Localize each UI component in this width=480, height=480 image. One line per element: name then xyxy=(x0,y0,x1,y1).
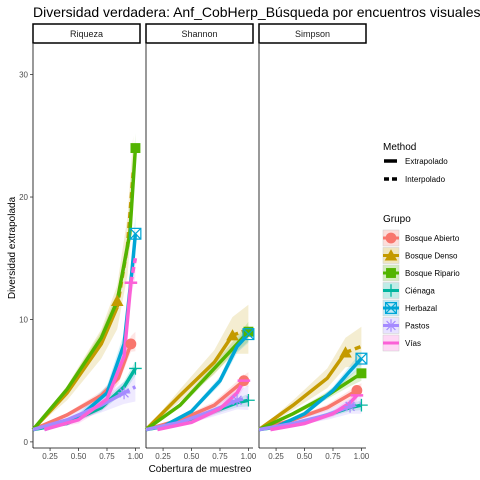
method-legend-label: Interpolado xyxy=(405,175,446,184)
group-legend-marker xyxy=(386,268,396,278)
group-legend-marker xyxy=(384,319,398,332)
observed-point xyxy=(129,362,142,375)
y-tick-label: 10 xyxy=(19,315,28,324)
observed-point xyxy=(343,400,357,413)
x-tick-label: 1.00 xyxy=(241,452,257,461)
series-line-interpolated xyxy=(269,357,363,432)
group-legend-label: Herbazal xyxy=(405,304,437,313)
observed-point xyxy=(125,338,137,350)
confidence-ribbon xyxy=(146,304,249,430)
method-legend-label: Extrapolado xyxy=(405,157,448,166)
observed-point xyxy=(130,143,141,154)
facet-panel-simpson: Simpson 0.25 0.50 0.75 1.00 xyxy=(257,23,370,461)
group-legend-title: Grupo xyxy=(383,214,411,225)
chart-title: Diversidad verdadera: Anf_CobHerp_Búsque… xyxy=(33,4,480,20)
y-tick-label: 30 xyxy=(19,71,28,80)
x-tick-label: 0.25 xyxy=(155,452,171,461)
group-legend-label: Ciénaga xyxy=(405,287,435,296)
facet-strip-label: Shannon xyxy=(181,29,217,39)
group-legend-label: Pastos xyxy=(405,322,429,331)
series-line-interpolated xyxy=(32,343,133,432)
x-tick-label: 0.75 xyxy=(212,452,228,461)
series-line-interpolated xyxy=(32,391,125,432)
facet-strip xyxy=(258,23,367,44)
series-line-interpolated xyxy=(43,233,138,432)
observed-point xyxy=(355,398,368,412)
observed-point xyxy=(242,393,255,407)
x-tick-label: 1.00 xyxy=(128,452,144,461)
group-legend-label: Vías xyxy=(405,339,421,348)
facet-panel-riqueza: Riqueza 0.25 0.50 0.75 1.00 0 10 20 30 xyxy=(19,23,144,461)
legend: Method Extrapolado Interpolado Grupo Bosque … xyxy=(382,142,460,352)
facet-strip-label: Riqueza xyxy=(70,29,103,39)
series-line-interpolated xyxy=(156,332,250,432)
series-line-interpolated xyxy=(144,334,234,431)
group-legend-label: Bosque Denso xyxy=(405,252,458,261)
group-legend-marker xyxy=(384,249,398,261)
series-line-interpolated xyxy=(258,388,358,432)
y-axis-title: Diversidad extrapolada xyxy=(7,196,18,299)
observed-point xyxy=(339,346,352,358)
facet-strip xyxy=(145,23,254,44)
facet-panels: Riqueza 0.25 0.50 0.75 1.00 0 10 20 30 Shannon 0.2… xyxy=(19,23,370,461)
facet-strip-label: Simpson xyxy=(295,29,330,39)
observed-point xyxy=(243,326,254,337)
x-axis-title: Cobertura de muestreo xyxy=(149,464,252,475)
y-tick-label: 0 xyxy=(24,438,29,447)
series-line-extrapolated xyxy=(123,385,137,395)
confidence-ribbon xyxy=(33,372,136,430)
series-line-interpolated xyxy=(43,282,133,432)
x-tick-label: 0.50 xyxy=(297,452,313,461)
group-legend-label: Bosque Abierto xyxy=(405,234,460,243)
observed-point xyxy=(242,328,255,341)
method-legend-title: Method xyxy=(383,142,416,153)
group-legend-marker xyxy=(385,302,397,314)
observed-point xyxy=(129,227,142,240)
x-tick-label: 0.25 xyxy=(42,452,58,461)
group-legend-marker xyxy=(385,232,397,244)
observed-point xyxy=(110,294,124,307)
observed-point xyxy=(355,352,368,365)
x-tick-label: 0.75 xyxy=(325,452,341,461)
observed-point xyxy=(351,385,363,396)
series-line-extrapolated xyxy=(129,257,138,284)
observed-point xyxy=(226,329,239,341)
group-legend-label: Bosque Ripario xyxy=(405,269,460,278)
x-tick-label: 1.00 xyxy=(354,452,370,461)
x-tick-label: 0.75 xyxy=(99,452,115,461)
series-line-interpolated xyxy=(257,351,347,432)
observed-point xyxy=(356,368,367,379)
facet-panel-shannon: Shannon 0.25 0.50 0.75 1.00 xyxy=(144,23,257,461)
series-line-interpolated xyxy=(31,147,138,431)
x-tick-label: 0.50 xyxy=(71,452,87,461)
facet-strip xyxy=(32,23,141,44)
confidence-ribbon xyxy=(259,326,362,430)
x-tick-label: 0.50 xyxy=(184,452,200,461)
observed-point xyxy=(117,386,131,400)
series-line-interpolated xyxy=(157,379,246,432)
x-tick-label: 0.25 xyxy=(268,452,284,461)
y-tick-label: 20 xyxy=(19,193,28,202)
group-legend-marker xyxy=(384,284,398,297)
series-line-interpolated xyxy=(270,394,359,432)
confidence-ribbon xyxy=(33,135,134,430)
observed-point xyxy=(230,393,244,407)
